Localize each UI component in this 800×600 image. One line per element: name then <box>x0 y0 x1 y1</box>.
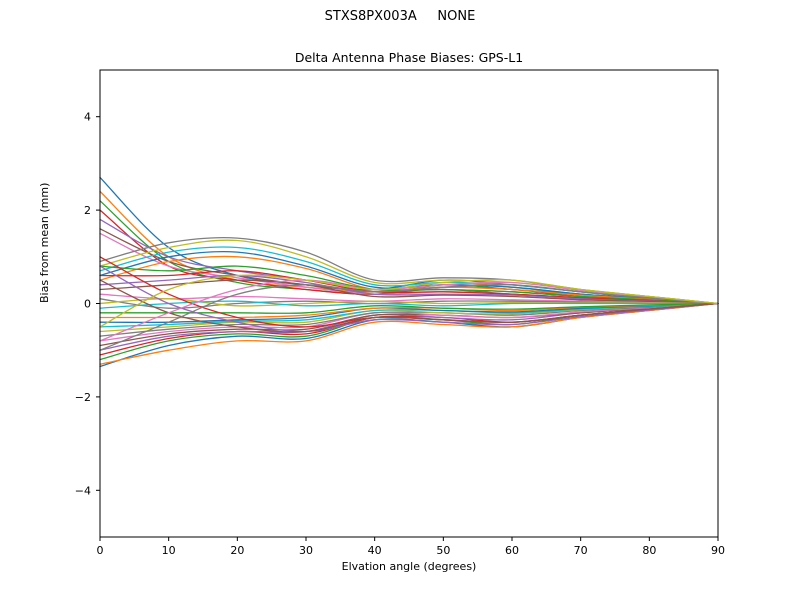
x-axis-label: Elvation angle (degrees) <box>341 560 477 573</box>
y-tick-label: −2 <box>75 391 91 404</box>
series-line <box>99 283 719 351</box>
x-tick-label: 30 <box>299 544 313 557</box>
series-line <box>99 302 719 328</box>
x-tick-label: 0 <box>97 544 104 557</box>
series-line <box>99 300 719 309</box>
x-tick-label: 60 <box>505 544 519 557</box>
series-line <box>99 270 719 305</box>
figure-suptitle: STXS8PX003A NONE <box>324 9 476 24</box>
y-tick-label: −4 <box>75 484 91 497</box>
series-line <box>99 265 719 333</box>
x-tick-label: 20 <box>230 544 244 557</box>
series-line <box>99 274 719 305</box>
x-tick-label: 70 <box>574 544 588 557</box>
x-tick-label: 80 <box>642 544 656 557</box>
x-tick-label: 50 <box>436 544 450 557</box>
series-line <box>99 274 719 328</box>
x-tick-label: 40 <box>368 544 382 557</box>
series-line <box>99 302 719 347</box>
series-line <box>99 302 719 314</box>
y-tick-label: 2 <box>84 204 91 217</box>
series-line <box>99 302 719 342</box>
y-tick-label: 4 <box>84 111 91 124</box>
x-tick-label: 90 <box>711 544 725 557</box>
series-line <box>99 302 719 337</box>
series-line <box>99 279 719 333</box>
series-line <box>99 279 719 305</box>
x-tick-label: 10 <box>162 544 176 557</box>
y-tick-label: 0 <box>84 298 91 311</box>
chart-title: Delta Antenna Phase Biases: GPS-L1 <box>294 50 524 65</box>
series-line <box>99 293 719 305</box>
